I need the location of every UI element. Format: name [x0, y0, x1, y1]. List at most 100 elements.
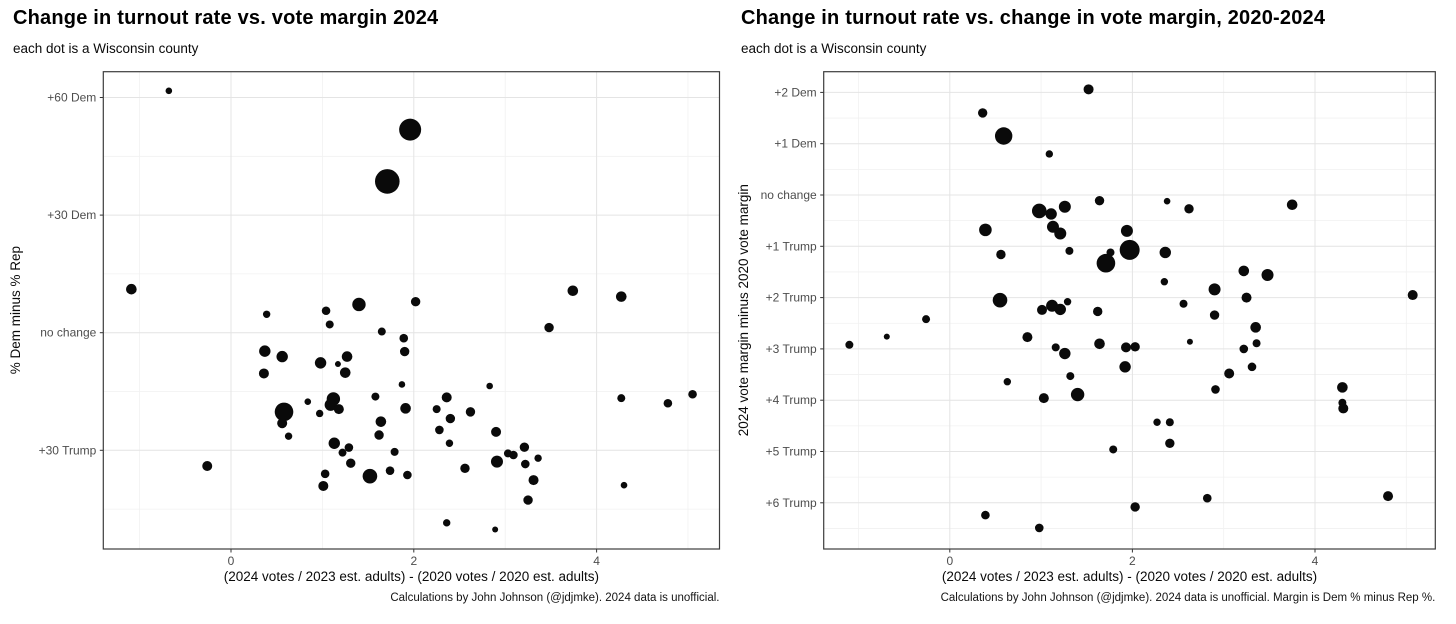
data-point [324, 398, 337, 411]
data-point [1065, 246, 1074, 255]
data-point [1038, 393, 1049, 404]
data-point [165, 87, 173, 95]
data-point [325, 320, 334, 329]
data-point [328, 437, 340, 449]
data-point [315, 409, 324, 418]
page-title: Change in turnout rate vs. change in vot… [741, 7, 1326, 29]
x-tick-label: 4 [1312, 554, 1319, 568]
x-axis-title: (2024 votes / 2023 est. adults) - (2020 … [941, 569, 1318, 584]
data-point [1211, 385, 1220, 394]
data-point [981, 510, 990, 520]
data-point [534, 454, 542, 462]
data-point [486, 382, 493, 390]
data-point [441, 392, 452, 403]
data-point [1094, 195, 1105, 206]
data-point [491, 426, 502, 437]
y-tick-label: +1 Trump [766, 239, 817, 253]
data-point [1045, 150, 1054, 158]
data-point [1159, 246, 1171, 259]
data-point [284, 432, 293, 440]
data-point [1238, 265, 1250, 277]
chart-turnout-vs-margin-2024: 0 2 4 +60 Dem +30 Dem no change +30 Trump Chan… [8, 7, 721, 604]
data-point [1037, 304, 1048, 315]
data-point [432, 405, 441, 414]
data-point [374, 169, 400, 194]
panel-border [102, 71, 721, 550]
x-tick-label: 0 [228, 554, 235, 568]
panel-background [823, 71, 1436, 549]
data-point [979, 223, 992, 237]
data-point [1208, 283, 1221, 296]
chart-turnout-vs-margin-change: 0 2 4 +2 Dem +1 Dem no change +1 Trump +2 Trump… [728, 0, 1456, 624]
data-point [1120, 224, 1133, 237]
y-tick-label: +6 Trump [766, 496, 817, 510]
data-point [1051, 343, 1060, 352]
data-point [992, 292, 1008, 308]
data-point [262, 310, 271, 318]
data-point [1096, 253, 1116, 273]
data-point [1163, 197, 1171, 205]
x-tick-label: 2 [410, 554, 417, 568]
y-tick-label: +30 Trump [39, 443, 97, 457]
data-point [1252, 339, 1261, 348]
data-point [1202, 493, 1212, 503]
data-point [1153, 418, 1161, 426]
data-point [1160, 277, 1169, 286]
y-tick-label: +30 Dem [47, 208, 96, 222]
data-point [371, 392, 380, 401]
data-point [318, 480, 329, 491]
data-point [443, 519, 451, 527]
x-tick-label: 4 [593, 554, 600, 568]
data-point [1058, 200, 1071, 213]
data-point [362, 468, 378, 484]
data-point [1224, 368, 1235, 379]
data-point [620, 481, 628, 489]
data-point [1337, 382, 1348, 393]
data-point [1059, 347, 1071, 360]
data-point [334, 361, 341, 368]
data-point [996, 249, 1006, 260]
data-point [1022, 332, 1033, 343]
panel-background [103, 71, 720, 549]
x-axis-title: (2024 votes / 2023 est. adults) - (2020 … [223, 569, 599, 584]
data-point [1247, 362, 1257, 372]
data-point [1121, 342, 1132, 353]
data-point [1165, 438, 1175, 448]
y-axis-title: % Dem minus % Rep [8, 246, 23, 375]
x-tick-label: 2 [1129, 554, 1136, 568]
data-point [490, 455, 503, 468]
data-point [845, 340, 854, 349]
data-point [1066, 372, 1075, 381]
data-point [1119, 239, 1140, 260]
data-point [615, 291, 627, 302]
data-point [1186, 338, 1193, 345]
data-point [339, 367, 351, 378]
data-point [1054, 227, 1067, 240]
data-point [410, 297, 421, 307]
y-tick-label: +5 Trump [766, 445, 817, 459]
data-point [435, 425, 444, 435]
y-tick-label: +60 Dem [47, 91, 96, 105]
data-point [344, 443, 354, 452]
data-point [1165, 418, 1174, 427]
data-point [544, 322, 554, 333]
data-point [346, 458, 356, 468]
data-point [688, 389, 697, 399]
data-point [1130, 342, 1140, 352]
data-point [338, 448, 347, 457]
data-point [528, 475, 539, 486]
data-point [1286, 199, 1298, 211]
y-axis-title: 2024 vote margin minus 2020 vote margin [736, 184, 751, 437]
data-point [385, 466, 395, 475]
data-point [1241, 292, 1252, 303]
data-point [445, 413, 456, 424]
data-point [567, 285, 579, 297]
data-point [377, 327, 386, 336]
data-point [519, 442, 530, 452]
data-point [1261, 269, 1274, 282]
y-tick-label: +2 Trump [766, 291, 817, 305]
data-point [400, 403, 411, 414]
data-point [304, 398, 312, 405]
data-point [1179, 299, 1188, 308]
data-point [994, 127, 1013, 145]
